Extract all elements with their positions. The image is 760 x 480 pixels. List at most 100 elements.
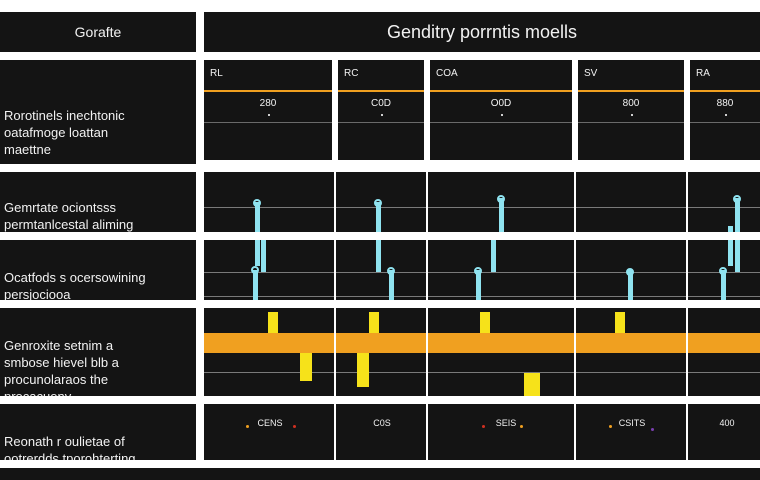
cyan-bar-3b: [491, 236, 496, 272]
col-sep-2: [426, 60, 428, 460]
cap-6: [474, 267, 482, 275]
row3-rule-a: [204, 272, 760, 273]
row-gap-2: [204, 232, 760, 240]
column-4-rule: [578, 122, 684, 123]
grid-area-row3: [204, 240, 760, 300]
column-5-rule: [690, 122, 760, 123]
col-sep-3: [574, 60, 576, 460]
column-3-head: COA: [436, 68, 458, 79]
grid-area-row5: [204, 404, 760, 460]
column-5-bottom-text: 400: [719, 418, 735, 428]
footer-strip: [0, 468, 760, 480]
row-label-2-text: Gemrtate ociontsss permtanlcestal alimin…: [4, 200, 134, 232]
column-1-orange-line: [204, 90, 332, 92]
header-main-cell: Genditry porrntis moells: [204, 12, 760, 52]
row-label-4: Genroxite setnim a smbose hievel blb a p…: [0, 308, 196, 396]
column-5-head: RA: [696, 68, 710, 79]
bottom-dot-6: [651, 428, 654, 431]
row-label-5: Reonath r oulietae of ootrerdds tporohte…: [0, 404, 196, 460]
yellow-block-4a: [615, 312, 625, 333]
column-4-orange-line: [578, 90, 684, 92]
row-label-5-text: Reonath r oulietae of ootrerdds tporohte…: [4, 434, 136, 460]
column-3-dot: [501, 114, 503, 116]
yellow-blocks: [268, 312, 625, 399]
column-4-value: 800: [622, 98, 640, 109]
column-2-dot: [381, 114, 383, 116]
row-label-4-text: Genroxite setnim a smbose hievel blb a p…: [4, 338, 119, 396]
cap-2: [251, 266, 259, 274]
column-header-5: RA 880: [690, 60, 760, 160]
column-header-1: RL 280: [204, 60, 332, 160]
cyan-bar-4a: [628, 270, 633, 306]
column-3-value: O0D: [490, 98, 512, 109]
row4-rule: [204, 372, 760, 373]
column-3-bottom: SEIS: [466, 418, 546, 428]
cyan-bar-2b: [389, 270, 394, 306]
cyan-markers: [253, 198, 740, 306]
column-2-orange-line: [338, 90, 424, 92]
row-label-3-text: Ocatfods s ocersowining persjociooa: [4, 270, 146, 300]
row2-rule: [204, 207, 760, 208]
cyan-bar-5c: [721, 270, 726, 306]
cap-5: [497, 195, 505, 203]
column-3-rule: [430, 122, 572, 123]
row-gap-1: [204, 164, 760, 172]
column-header-3: COA O0D: [430, 60, 572, 160]
bottom-dot-3: [482, 425, 485, 428]
column-2-bottom: C0S: [340, 418, 424, 428]
column-header-4: SV 800: [578, 60, 684, 160]
cap-3: [374, 199, 382, 207]
bottom-dot-4: [520, 425, 523, 428]
header-left-title: Gorafte: [74, 24, 122, 40]
row-label-2: Gemrtate ociontsss permtanlcestal alimin…: [0, 172, 196, 232]
grid-area-row2: [204, 172, 760, 232]
column-1-bottom: CENS: [230, 418, 310, 428]
column-4-head: SV: [584, 68, 598, 79]
cyan-bar-1c: [253, 270, 258, 304]
column-3-orange-line: [430, 90, 572, 92]
column-2-head: RC: [344, 68, 359, 79]
column-header-2: RC C0D: [338, 60, 424, 160]
yellow-block-2b: [357, 353, 369, 387]
yellow-block-1a: [268, 312, 278, 333]
row-label-1: Rorotinels inechtonic oatafmoge loattan …: [0, 60, 196, 164]
column-1-dot: [268, 114, 270, 116]
column-1-value: 280: [259, 98, 277, 109]
column-2-value: C0D: [370, 98, 391, 109]
yellow-block-3a: [480, 312, 490, 333]
cap-4: [387, 267, 395, 275]
column-5-value: 880: [716, 98, 734, 109]
cyan-bar-5b: [728, 226, 733, 266]
row3-rule-b: [204, 296, 760, 297]
cyan-caps: [251, 195, 741, 276]
col-sep-4: [686, 60, 688, 460]
column-5-bottom: 400: [694, 418, 760, 428]
bottom-dot-1: [246, 425, 249, 428]
bottom-dot-5: [609, 425, 612, 428]
cyan-bar-3a: [499, 198, 504, 238]
header-left-cell: Gorafte: [0, 12, 196, 52]
col-sep-1: [334, 60, 336, 460]
row-gap-4: [204, 396, 760, 404]
header-main-title: Genditry porrntis moells: [386, 22, 578, 42]
row-label-3: Ocatfods s ocersowining persjociooa: [0, 240, 196, 300]
column-5-dot: [725, 114, 727, 116]
column-4-bottom-text: CSITS: [618, 418, 646, 428]
yellow-block-3b: [524, 373, 540, 399]
row-gap-3: [204, 300, 760, 308]
column-2-bottom-text: C0S: [373, 418, 391, 428]
cap-8: [733, 195, 741, 203]
cap-1: [253, 199, 261, 207]
orange-band: [204, 333, 760, 353]
column-4-bottom: CSITS: [592, 418, 672, 428]
bottom-dot-2: [293, 425, 296, 428]
column-1-head: RL: [210, 68, 223, 79]
column-1-bottom-text: CENS: [257, 418, 283, 428]
yellow-block-1b: [300, 353, 312, 381]
cyan-bar-3c: [476, 270, 481, 306]
cyan-bar-1b: [261, 232, 266, 272]
row-label-1-text: Rorotinels inechtonic oatafmoge loattan …: [4, 108, 125, 157]
cap-7: [626, 268, 634, 276]
